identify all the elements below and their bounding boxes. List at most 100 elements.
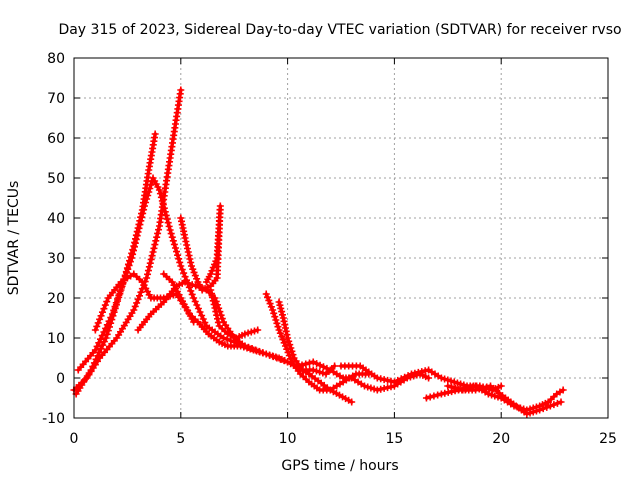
x-tick-label: 15 xyxy=(385,431,403,447)
data-point xyxy=(134,295,142,303)
y-tick-label: 70 xyxy=(47,91,65,107)
data-point xyxy=(94,319,102,327)
data-point xyxy=(212,308,220,316)
x-axis-label: GPS time / hours xyxy=(281,458,398,474)
data-point xyxy=(244,329,252,337)
data-point xyxy=(209,264,217,272)
data-point xyxy=(133,232,141,240)
data-point xyxy=(137,217,145,225)
data-point xyxy=(444,382,452,390)
data-point xyxy=(91,346,99,354)
y-tick-label: 20 xyxy=(47,291,65,307)
data-point xyxy=(177,262,185,270)
data-point xyxy=(273,319,281,327)
data-point xyxy=(143,195,151,203)
data-point xyxy=(163,215,171,223)
data-point xyxy=(275,298,283,306)
data-point xyxy=(159,201,167,209)
data-point xyxy=(309,366,317,374)
data-point xyxy=(209,297,217,305)
data-point xyxy=(276,329,284,337)
data-point xyxy=(165,222,173,230)
data-point xyxy=(287,344,295,352)
data-point xyxy=(180,269,188,277)
x-tick-labels: 0 5 10 15 20 25 xyxy=(70,431,617,447)
data-point xyxy=(281,342,289,350)
data-point xyxy=(146,185,154,192)
series-arc-1 xyxy=(72,130,159,398)
data-point xyxy=(183,241,191,249)
data-point xyxy=(134,228,142,236)
data-point xyxy=(123,269,131,277)
data-point xyxy=(384,376,392,384)
data-point xyxy=(550,401,558,409)
data-point xyxy=(130,243,138,251)
data-point xyxy=(132,235,140,243)
data-point xyxy=(142,199,150,206)
data-point xyxy=(286,341,294,349)
plot-series xyxy=(70,86,567,418)
data-point xyxy=(153,233,161,241)
data-point xyxy=(191,272,199,280)
data-point xyxy=(451,384,459,392)
data-point xyxy=(484,390,492,398)
data-point xyxy=(256,348,264,356)
data-point xyxy=(189,265,197,273)
data-point xyxy=(151,130,159,138)
data-point xyxy=(370,385,378,393)
data-point xyxy=(285,337,293,345)
data-point xyxy=(155,226,163,234)
data-point xyxy=(559,386,567,394)
data-point xyxy=(114,295,122,303)
data-point xyxy=(526,405,534,413)
data-point xyxy=(316,368,324,376)
data-point xyxy=(162,211,170,219)
data-point xyxy=(140,206,148,214)
data-point xyxy=(164,219,172,227)
data-point xyxy=(277,304,285,312)
data-point xyxy=(422,394,430,402)
data-point xyxy=(455,385,463,393)
data-point xyxy=(193,275,201,283)
data-point xyxy=(144,267,152,275)
data-point xyxy=(483,383,491,391)
data-point xyxy=(187,287,195,295)
data-point xyxy=(543,403,551,411)
series-arc-14 xyxy=(444,382,567,414)
data-point xyxy=(269,352,277,360)
data-point xyxy=(516,404,524,412)
data-point xyxy=(144,270,152,278)
data-point xyxy=(513,403,521,411)
data-point xyxy=(131,302,139,310)
y-tick-label: 60 xyxy=(47,131,65,147)
data-point xyxy=(510,402,518,410)
data-point xyxy=(460,381,468,389)
data-point xyxy=(136,292,144,300)
series-arc-6 xyxy=(160,270,292,366)
data-point xyxy=(96,335,104,343)
data-point xyxy=(532,403,540,411)
data-point xyxy=(170,240,178,248)
data-point xyxy=(250,327,258,335)
data-point xyxy=(247,328,255,336)
data-point xyxy=(331,362,339,370)
data-point xyxy=(275,326,283,334)
data-point xyxy=(284,334,292,342)
data-point xyxy=(214,315,222,323)
y-tick-label: 40 xyxy=(47,211,65,227)
data-point xyxy=(523,406,531,414)
data-point xyxy=(102,334,110,342)
data-point xyxy=(173,248,181,256)
data-point xyxy=(151,241,159,249)
data-point xyxy=(149,248,157,256)
plot-frame xyxy=(73,57,609,419)
data-point xyxy=(188,281,196,289)
data-point xyxy=(124,265,132,273)
data-point xyxy=(246,345,254,353)
data-point xyxy=(241,330,249,338)
data-point xyxy=(210,300,218,308)
data-point xyxy=(186,255,194,263)
data-point xyxy=(288,347,296,355)
data-point xyxy=(154,229,162,237)
data-point xyxy=(144,192,152,199)
